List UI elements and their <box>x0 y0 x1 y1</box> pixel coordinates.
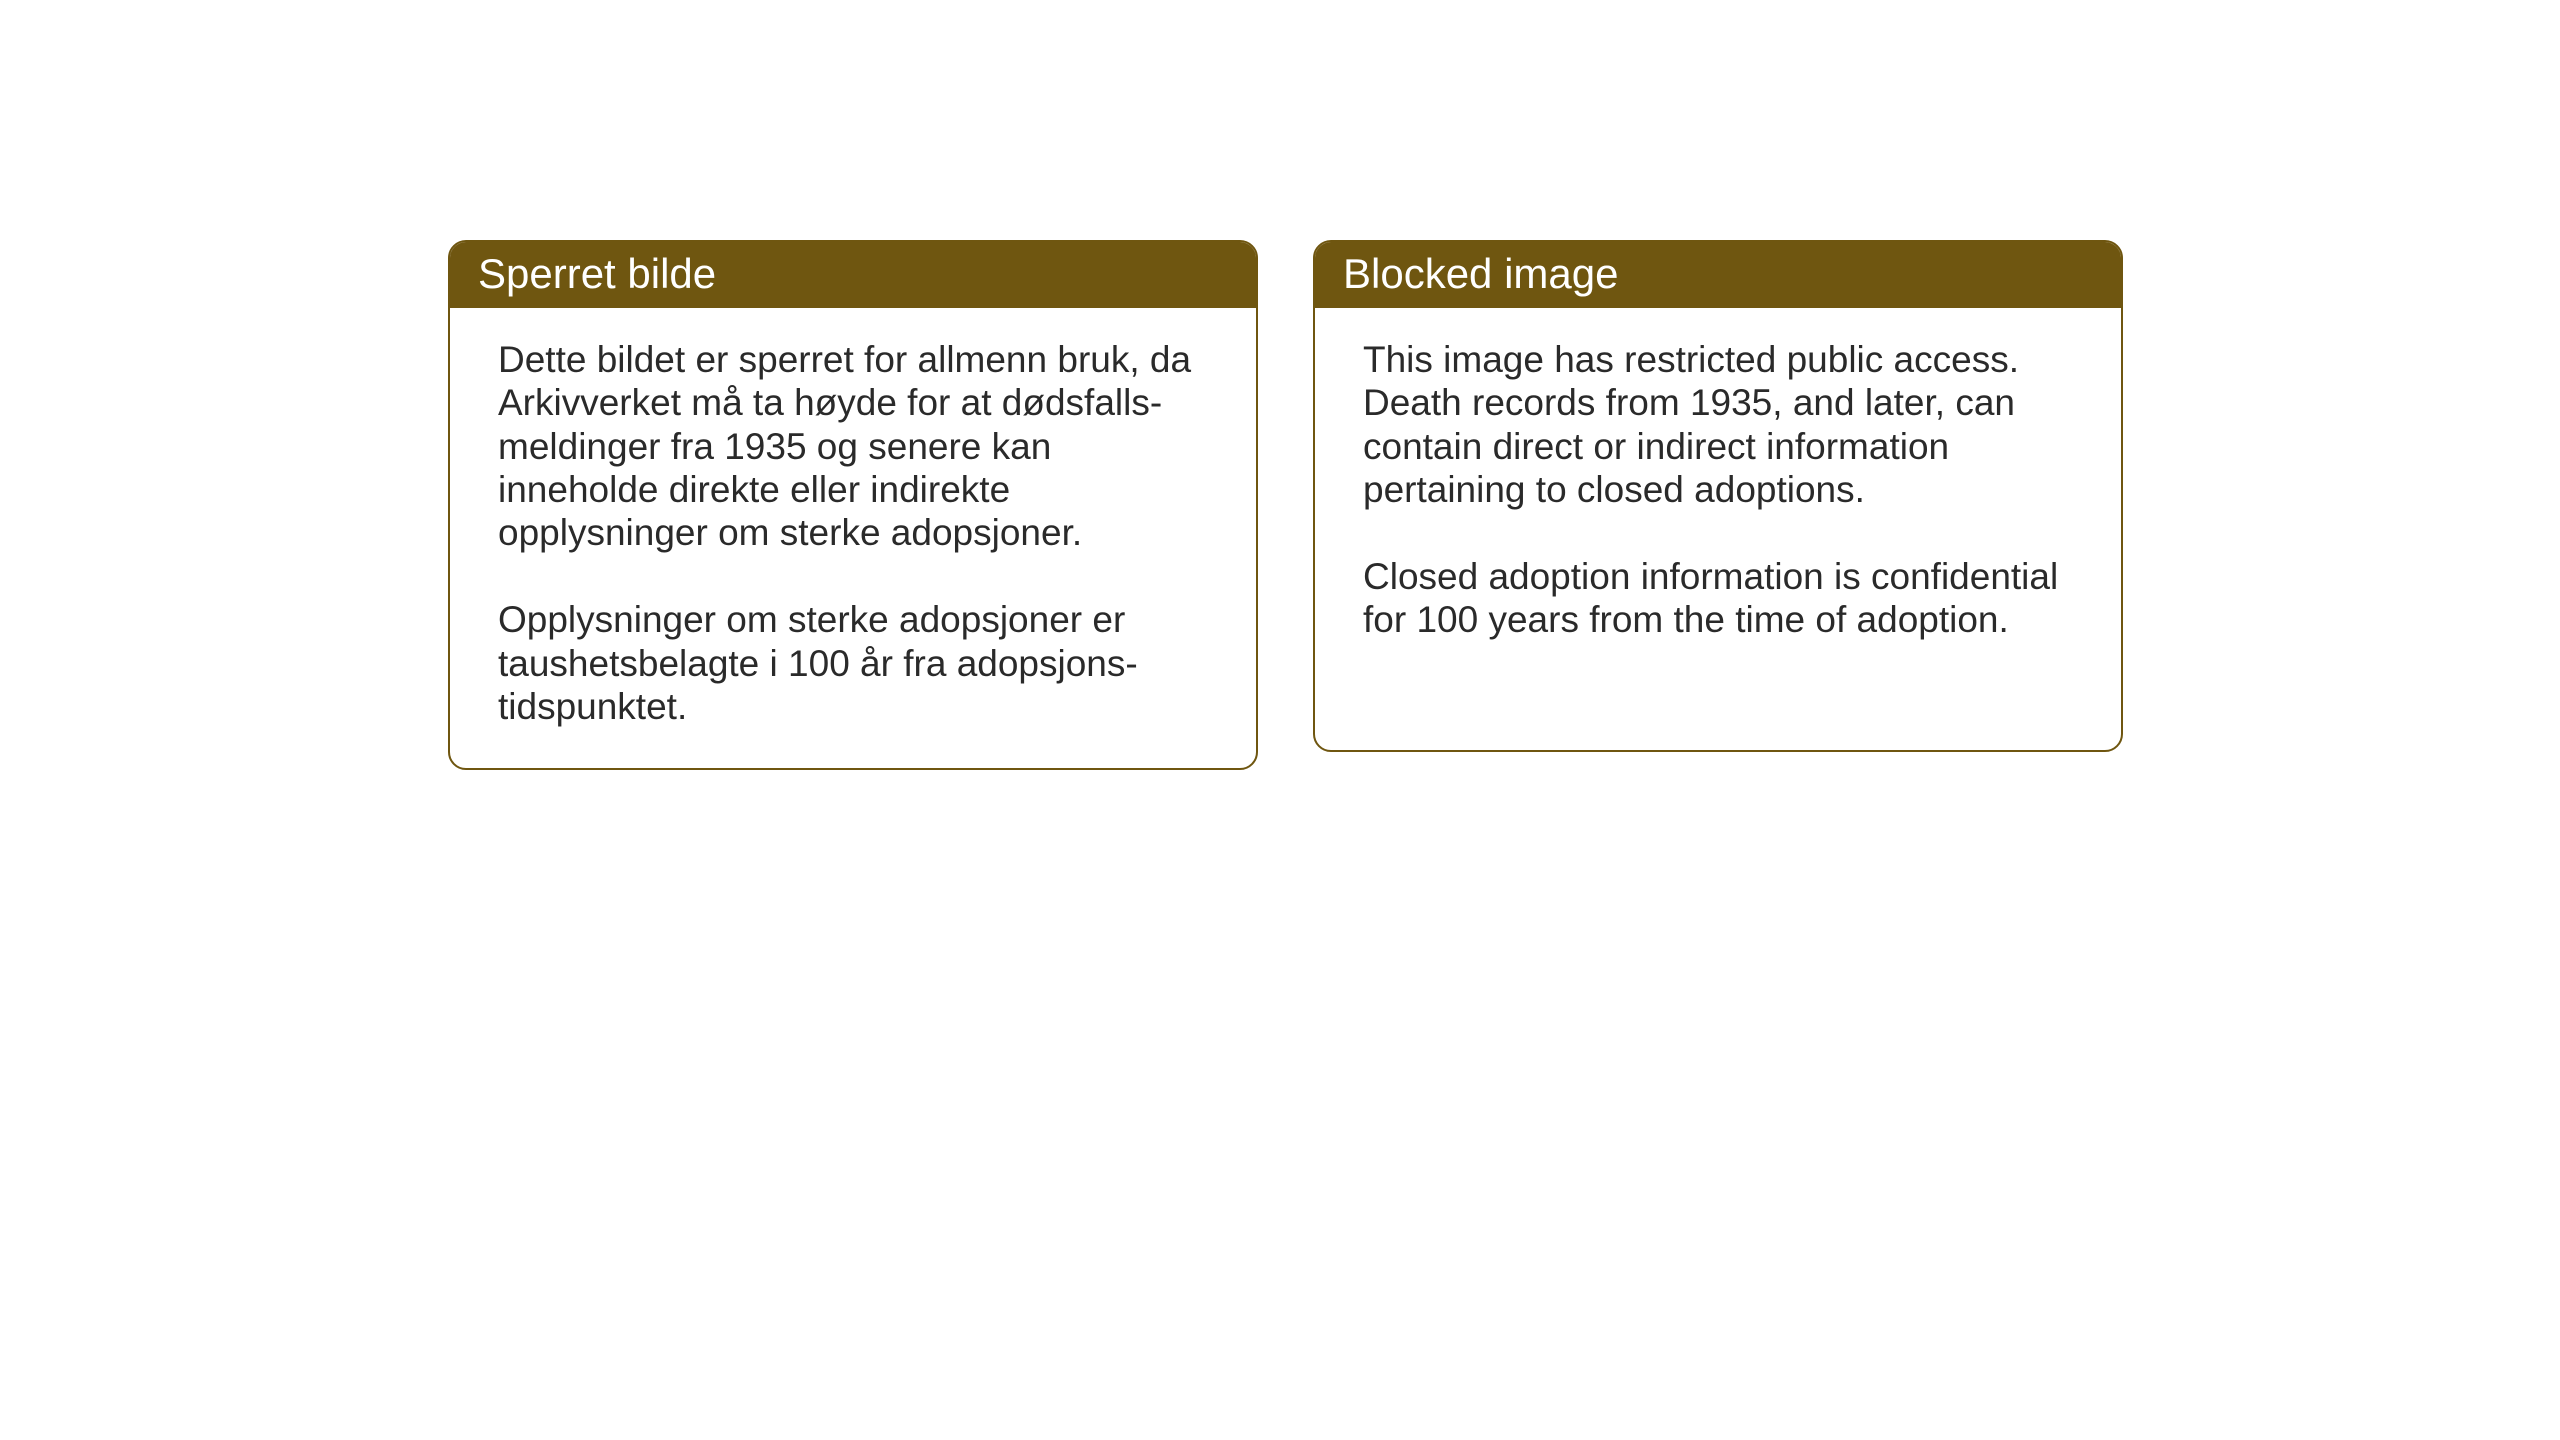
card-paragraph-2-english: Closed adoption information is confident… <box>1363 555 2081 642</box>
card-english: Blocked image This image has restricted … <box>1313 240 2123 752</box>
card-paragraph-1-english: This image has restricted public access.… <box>1363 338 2081 511</box>
card-header-norwegian: Sperret bilde <box>450 242 1256 308</box>
card-paragraph-1-norwegian: Dette bildet er sperret for allmenn bruk… <box>498 338 1216 554</box>
card-body-norwegian: Dette bildet er sperret for allmenn bruk… <box>450 308 1256 768</box>
card-body-english: This image has restricted public access.… <box>1315 308 2121 682</box>
card-norwegian: Sperret bilde Dette bildet er sperret fo… <box>448 240 1258 770</box>
card-header-english: Blocked image <box>1315 242 2121 308</box>
card-paragraph-2-norwegian: Opplysninger om sterke adopsjoner er tau… <box>498 598 1216 728</box>
cards-container: Sperret bilde Dette bildet er sperret fo… <box>0 0 2560 770</box>
